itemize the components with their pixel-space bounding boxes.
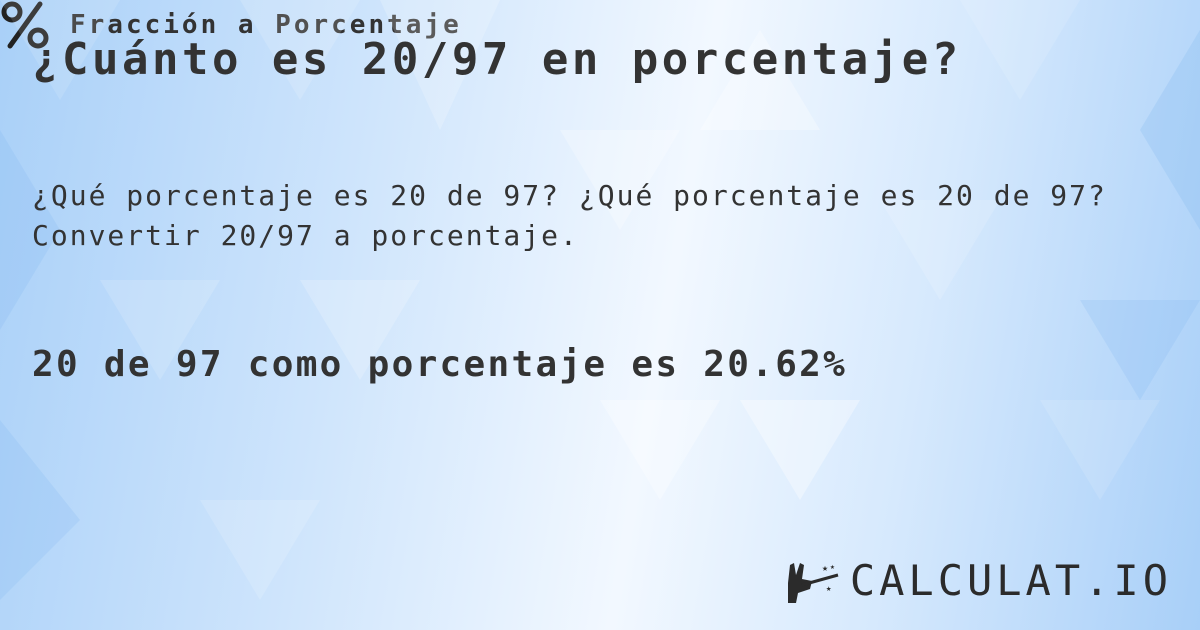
category-label: Fracción a Porcentaje xyxy=(70,10,462,40)
magic-wand-hand-icon: ★ ★ ★ xyxy=(787,562,839,603)
subtitle-line-1: ¿Qué porcentaje es 20 de 97? ¿Qué porcen… xyxy=(32,179,1107,212)
subtitle: ¿Qué porcentaje es 20 de 97? ¿Qué porcen… xyxy=(32,176,1107,256)
percent-icon xyxy=(1,1,49,49)
svg-text:★: ★ xyxy=(826,584,832,594)
category-link[interactable]: Fracción a Porcentaje xyxy=(0,0,1200,50)
logo-text: CALCULAT.IO xyxy=(849,556,1172,605)
svg-text:★: ★ xyxy=(822,563,828,574)
result-text: 20 de 97 como porcentaje es 20.62% xyxy=(32,344,848,385)
page-title: ¿Cuánto es 20/97 en porcentaje? xyxy=(32,34,962,85)
subtitle-line-2: Convertir 20/97 a porcentaje. xyxy=(32,219,579,252)
calculat-logo[interactable]: ★ ★ ★ CALCULAT.IO xyxy=(786,556,1172,605)
svg-text:★: ★ xyxy=(830,562,835,571)
